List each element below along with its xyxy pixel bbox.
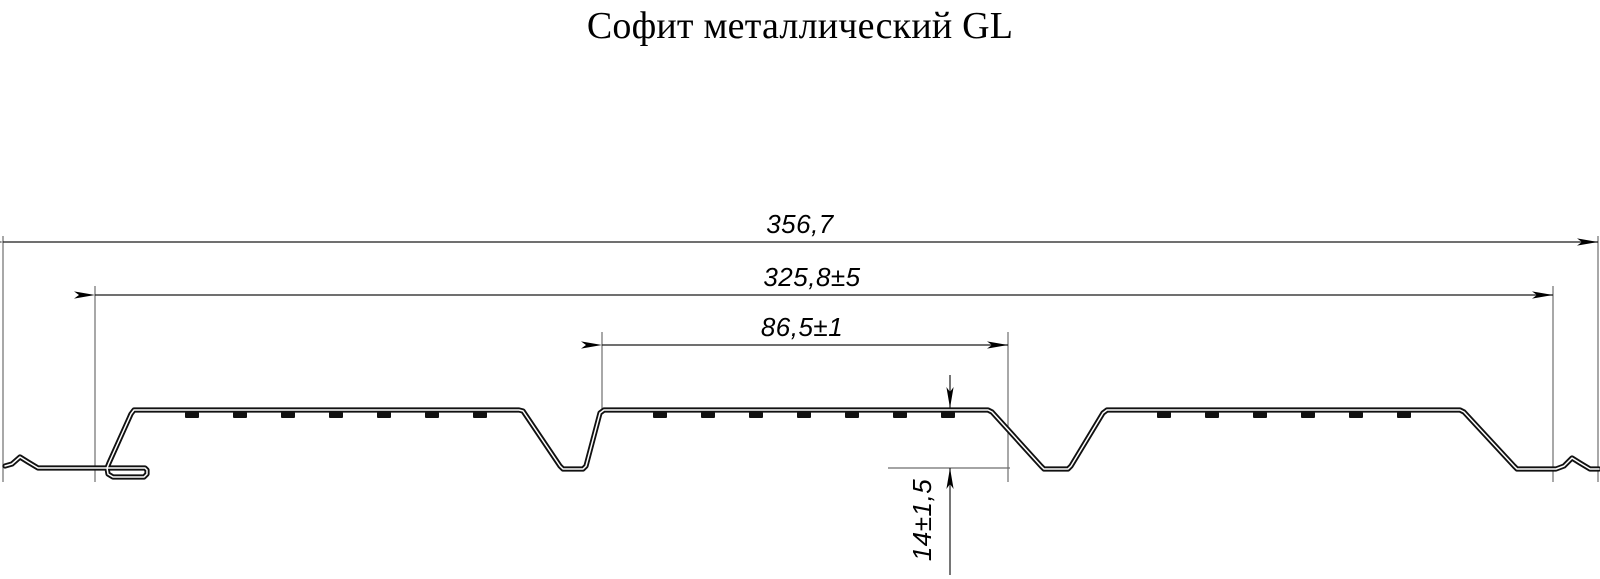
dimension-overall-width: 356,7 [0,209,1598,246]
dimension-label-overall-width: 356,7 [766,209,835,239]
profile-outline [2,407,1600,480]
perforation-slot [653,412,667,418]
perforation-slot [281,412,295,418]
perforation-slot [1253,412,1267,418]
perforation-slot [1157,412,1171,418]
perforation-slot [329,412,343,418]
perforation-slot [1397,412,1411,418]
perforation-slot [1349,412,1363,418]
perforation-slot [893,412,907,418]
dimension-label-covering-width: 325,8±5 [763,262,860,292]
dimension-profile-depth: 14±1,5 [907,375,954,575]
dimension-covering-width: 325,8±5 [74,262,1553,299]
perforation-slot [377,412,391,418]
perforation-slot [941,412,955,418]
perforation-slot [425,412,439,418]
perforation-slot [233,412,247,418]
perforation-slot [1205,412,1219,418]
dimension-label-profile-depth: 14±1,5 [907,479,937,561]
dimension-label-step-width: 86,5±1 [761,312,843,342]
perforation-slots-group [185,412,1411,418]
page-title: Софит металлический GL [586,5,1014,47]
extension-lines-group [2,236,1599,482]
perforation-slot [845,412,859,418]
dimension-step-width: 86,5±1 [581,312,1008,349]
perforation-slot [701,412,715,418]
perforation-slot [185,412,199,418]
perforation-slot [797,412,811,418]
profile-inner-highlight [4,409,1600,478]
perforation-slot [1301,412,1315,418]
perforation-slot [749,412,763,418]
profile-cross-section [2,407,1600,480]
perforation-slot [473,412,487,418]
